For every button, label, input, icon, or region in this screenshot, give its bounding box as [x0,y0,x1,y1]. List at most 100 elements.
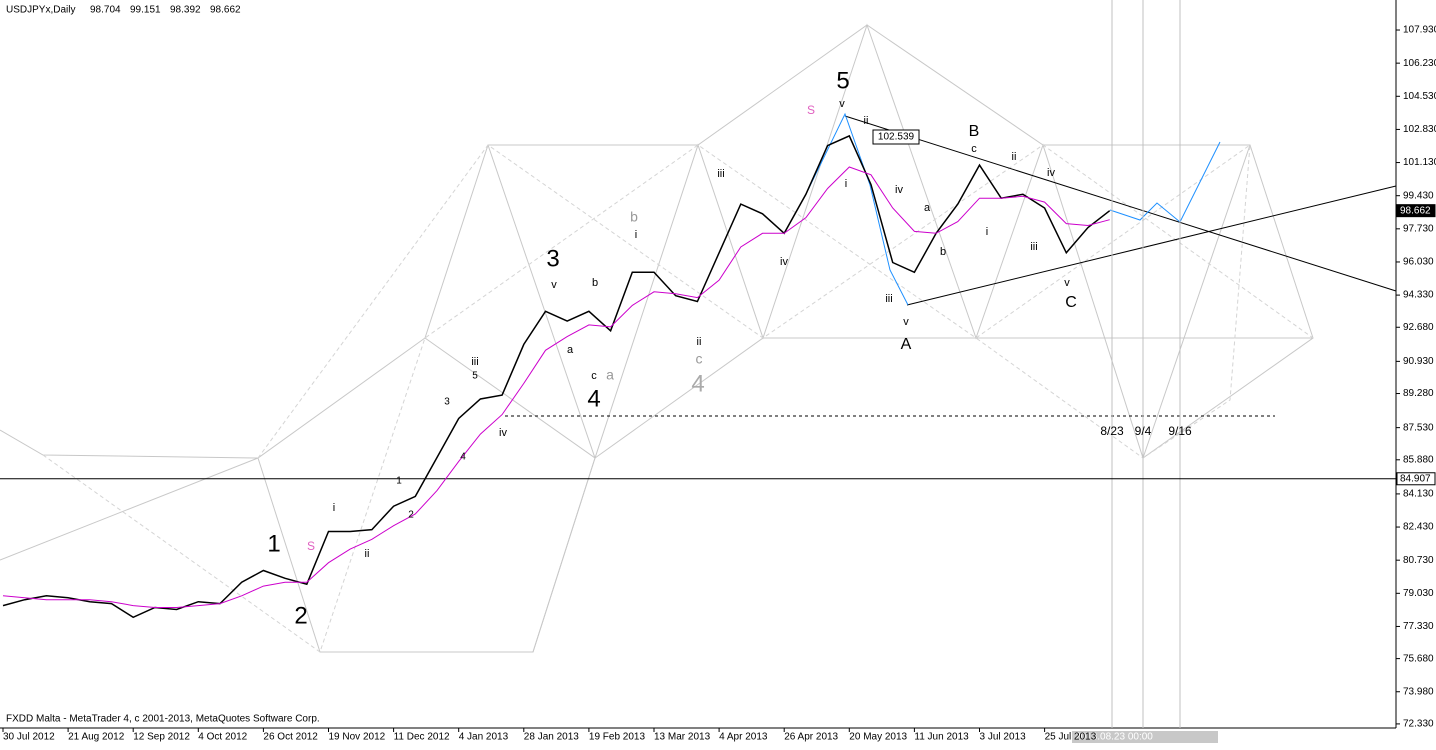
wave-label: b [630,209,638,225]
x-tick-label: 4 Jan 2013 [459,732,509,743]
grid-decor [0,24,1314,561]
trendline [844,115,1397,292]
wave-label: 2 [408,510,414,521]
ohlc-value: 99.151 [130,5,161,16]
cursor-time-box [1072,731,1218,743]
wave-label: 5 [836,67,849,94]
wave-label: iii [1030,241,1037,253]
x-tick-label: 21 Aug 2012 [68,732,125,743]
wave-label: c [696,351,703,367]
wave-label: a [567,344,574,356]
x-tick-label: 19 Nov 2012 [329,732,386,743]
wave-label: B [969,123,980,140]
wave-label: 3 [444,397,450,408]
copyright: FXDD Malta - MetaTrader 4, c 2001-2013, … [6,714,320,725]
y-tick-label: 77.330 [1403,621,1434,632]
wave-label: iii [885,293,892,305]
wave-label: i [333,502,335,514]
wave-label: 2 [294,602,307,629]
wave-label: i [986,226,988,238]
time-line-label: 9/4 [1135,424,1152,438]
wave-label: a [606,367,614,383]
x-tick-label: 4 Oct 2012 [198,732,247,743]
wave-label: 4 [460,452,466,463]
wave-label: iv [780,256,788,268]
wave-label: iv [1047,167,1055,179]
price-line-series [2,134,1111,619]
wave-label: v [551,279,557,291]
y-tick-label: 106.230 [1403,58,1436,69]
y-tick-label: 102.830 [1403,124,1436,135]
y-tick-label: 73.980 [1403,686,1434,697]
wave-label: S [307,539,315,553]
wave-label: C [1065,294,1077,311]
trendline [906,185,1397,306]
y-tick-label: 97.730 [1403,223,1434,234]
time-line-label: 9/16 [1168,424,1192,438]
price-marker-box [1396,204,1436,218]
wave-label: v [839,98,845,110]
wave-label: iv [895,184,903,196]
y-tick-label: 79.030 [1403,588,1434,599]
wave-label: v [903,316,909,328]
wave-label: ii [697,336,702,348]
grid-decor [487,23,1251,460]
wave-label: 4 [587,385,600,412]
x-tick-label: 4 Apr 2013 [719,732,768,743]
x-tick-label: 26 Oct 2012 [263,732,318,743]
wave-label: S [807,103,815,117]
x-tick-label: 13 Mar 2013 [654,732,711,743]
x-tick-label: 25 Jul 2013 [1045,732,1097,743]
x-tick-label: 20 May 2013 [849,732,907,743]
wave-label: ii [864,115,869,127]
wave-label: c [971,143,977,155]
grid-decor [0,337,1313,653]
wave-label: 4 [691,370,704,397]
x-tick-label: 30 Jul 2012 [3,732,55,743]
y-tick-label: 107.930 [1403,25,1436,36]
ohlc-value: 98.392 [170,5,201,16]
y-tick-label: 75.680 [1403,653,1434,664]
y-tick-label: 80.730 [1403,555,1434,566]
projection-line [1109,141,1221,223]
y-tick-label: 101.130 [1403,157,1436,168]
y-tick-label: 94.330 [1403,290,1434,301]
wave-label: i [635,229,637,241]
y-tick-label: 82.430 [1403,522,1434,533]
wave-label: i [845,178,847,190]
price-marker-box [1396,472,1436,486]
chart-title: USDJPYx,Daily [6,5,75,16]
x-tick-label: 26 Apr 2013 [784,732,838,743]
wave-label: ii [1012,151,1017,163]
price-marker-label: 84.907 [1400,473,1431,484]
wave-label: A [901,336,912,353]
x-tick-label: 11 Dec 2012 [394,732,450,743]
time-line-label: 8/23 [1100,424,1124,438]
wave-label: 5 [472,371,478,382]
wave-label: 3 [546,245,559,272]
y-tick-label: 85.880 [1403,454,1434,465]
wave-label: b [592,277,598,289]
wave-label: 1 [267,530,280,557]
wave-label: a [924,202,931,214]
wave-label: 1 [396,476,402,487]
x-tick-label: 28 Jan 2013 [524,732,579,743]
price-line-series [2,166,1110,608]
price-marker-label: 98.662 [1400,205,1431,216]
annotation-box [872,129,920,145]
y-tick-label: 99.430 [1403,190,1434,201]
ohlc-value: 98.704 [90,5,121,16]
x-tick-label: 19 Feb 2013 [589,732,646,743]
wave-label: iv [499,427,507,439]
y-tick-label: 87.530 [1403,422,1434,433]
wave-label: iii [471,356,478,368]
ohlc-value: 98.662 [210,5,241,16]
y-tick-label: 92.680 [1403,322,1434,333]
x-tick-label: 3 Jul 2013 [980,732,1027,743]
wave-label: ii [365,548,370,560]
y-tick-label: 104.530 [1403,91,1436,102]
y-tick-label: 72.330 [1403,719,1434,730]
wave-label: v [1064,277,1070,289]
